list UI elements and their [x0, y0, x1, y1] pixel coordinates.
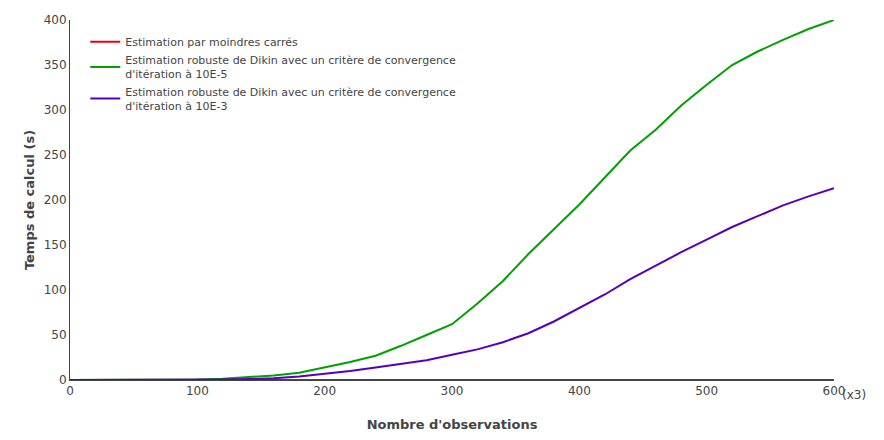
- svg-text:0: 0: [59, 373, 67, 387]
- svg-text:Estimation robuste de Dikin av: Estimation robuste de Dikin avec un crit…: [125, 86, 456, 113]
- svg-text:200: 200: [44, 193, 67, 207]
- svg-text:400: 400: [44, 13, 67, 27]
- svg-text:250: 250: [44, 148, 67, 162]
- svg-text:100: 100: [44, 283, 67, 297]
- svg-text:Estimation par moindres carrés: Estimation par moindres carrés: [125, 36, 298, 49]
- svg-text:600: 600: [823, 384, 846, 398]
- svg-text:200: 200: [313, 384, 336, 398]
- svg-text:150: 150: [44, 238, 67, 252]
- svg-text:300: 300: [44, 103, 67, 117]
- svg-text:50: 50: [51, 328, 66, 342]
- svg-text:Nombre d'observations: Nombre d'observations: [367, 417, 538, 432]
- svg-text:100: 100: [186, 384, 209, 398]
- svg-text:0: 0: [66, 384, 74, 398]
- svg-text:300: 300: [441, 384, 464, 398]
- svg-text:Temps de calcul (s): Temps de calcul (s): [22, 130, 37, 270]
- svg-text:(x3): (x3): [842, 388, 866, 402]
- svg-text:350: 350: [44, 58, 67, 72]
- svg-text:400: 400: [568, 384, 591, 398]
- svg-text:500: 500: [695, 384, 718, 398]
- svg-text:Estimation robuste de Dikin av: Estimation robuste de Dikin avec un crit…: [125, 54, 456, 81]
